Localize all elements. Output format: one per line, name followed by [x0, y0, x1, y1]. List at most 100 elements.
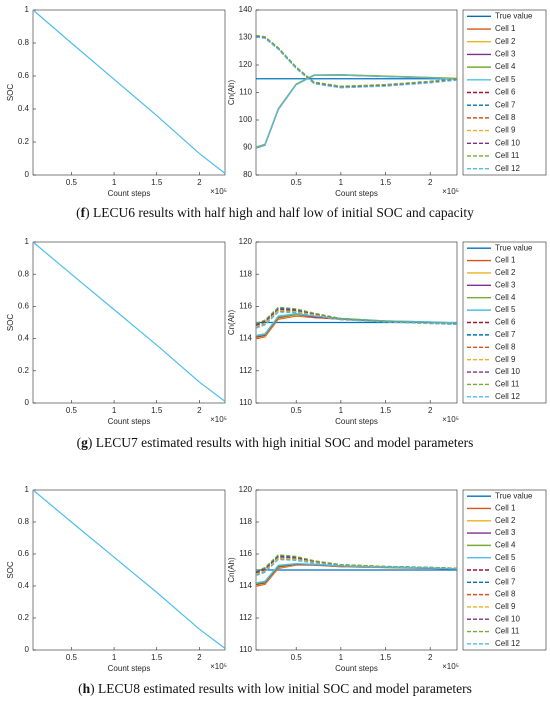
x-tick-label: 1	[339, 653, 344, 662]
legend-label: Cell 7	[495, 330, 516, 339]
x-tick-label: 1.5	[151, 653, 163, 662]
series-line	[255, 554, 458, 572]
legend-label: Cell 12	[495, 392, 520, 401]
x-tick-label: 2	[428, 178, 433, 187]
legend-label: Cell 7	[495, 100, 516, 109]
y-axis-label: SOC	[6, 84, 15, 102]
y-axis-label: Cn(Ah)	[227, 79, 236, 105]
legend-label: True value	[495, 243, 533, 252]
legend-label: Cell 6	[495, 318, 516, 327]
x-tick-label: 1.5	[380, 653, 392, 662]
x-exponent: ×10⁵	[210, 662, 227, 671]
caption: (g) LECU7 estimated results with high in…	[77, 435, 474, 450]
x-tick-label: 0.5	[291, 406, 303, 415]
y-axis-label: Cn(Ah)	[227, 557, 236, 583]
y-tick-label: 0.6	[18, 71, 30, 80]
y-tick-label: 120	[239, 237, 253, 246]
caption: (f) LECU6 results with half high and hal…	[76, 205, 474, 220]
x-tick-label: 2	[197, 653, 202, 662]
y-tick-label: 116	[239, 302, 252, 311]
x-tick-label: 1.5	[151, 406, 163, 415]
x-tick-label: 0.5	[66, 653, 78, 662]
series-line	[255, 74, 458, 149]
series-line	[32, 241, 226, 402]
legend-label: Cell 3	[495, 528, 516, 537]
x-axis-label: Count steps	[108, 417, 151, 426]
y-tick-label: 0	[25, 170, 30, 179]
y-tick-label: 0.4	[18, 104, 30, 113]
x-tick-label: 2	[428, 653, 433, 662]
legend-label: Cell 9	[495, 126, 516, 135]
legend-label: Cell 1	[495, 504, 516, 513]
y-tick-label: 114	[239, 334, 252, 343]
x-axis-label: Count steps	[335, 664, 378, 673]
x-exponent: ×10⁵	[442, 415, 459, 424]
series-line	[255, 36, 458, 89]
y-tick-label: 130	[239, 33, 253, 42]
legend-label: True value	[495, 11, 533, 20]
caption-part: g	[81, 435, 88, 450]
y-tick-label: 0.2	[18, 137, 30, 146]
x-tick-label: 1	[112, 406, 117, 415]
legend-label: Cell 5	[495, 305, 516, 314]
y-tick-label: 100	[239, 115, 253, 124]
y-tick-label: 1	[25, 5, 30, 14]
legend-label: Cell 11	[495, 380, 520, 389]
y-tick-label: 0.8	[18, 38, 30, 47]
y-tick-label: 0.2	[18, 613, 30, 622]
legend-label: Cell 4	[495, 62, 516, 71]
legend-label: Cell 10	[495, 367, 520, 376]
y-tick-label: 116	[239, 549, 252, 558]
series-line	[32, 9, 226, 174]
y-tick-label: 0	[25, 645, 30, 654]
caption: (h) LECU8 estimated results with low ini…	[78, 681, 472, 696]
series-line	[255, 311, 458, 329]
legend-label: Cell 1	[495, 24, 516, 33]
x-tick-label: 0.5	[291, 653, 303, 662]
series-line	[255, 558, 458, 577]
y-tick-label: 0.8	[18, 269, 30, 278]
caption-part: f	[81, 205, 86, 220]
x-exponent: ×10⁵	[210, 187, 227, 196]
legend-label: Cell 3	[495, 280, 516, 289]
y-tick-label: 0.6	[18, 549, 30, 558]
legend-label: Cell 1	[495, 256, 516, 265]
y-tick-label: 0.4	[18, 334, 30, 343]
legend-label: Cell 11	[495, 151, 520, 160]
y-tick-label: 0.8	[18, 517, 30, 526]
caption-part: h	[83, 681, 91, 696]
legend-label: Cell 2	[495, 268, 516, 277]
legend-label: Cell 9	[495, 602, 516, 611]
x-exponent: ×10⁵	[442, 662, 459, 671]
x-axis-label: Count steps	[108, 189, 151, 198]
legend-label: Cell 10	[495, 614, 520, 623]
caption-part: (	[78, 681, 83, 696]
caption-part: (	[76, 205, 81, 220]
y-tick-label: 0	[25, 398, 30, 407]
legend-label: Cell 11	[495, 627, 520, 636]
legend-label: Cell 10	[495, 138, 520, 147]
legend-label: Cell 2	[495, 37, 516, 46]
y-tick-label: 0.6	[18, 302, 30, 311]
y-tick-label: 120	[239, 60, 253, 69]
legend-label: Cell 12	[495, 164, 520, 173]
x-tick-label: 1.5	[151, 178, 163, 187]
x-tick-label: 1	[112, 653, 117, 662]
legend-label: Cell 5	[495, 553, 516, 562]
x-exponent: ×10⁵	[210, 415, 227, 424]
caption-part: ) LECU6 results with half high and half …	[85, 205, 474, 220]
plot-area	[255, 9, 458, 176]
legend-label: Cell 5	[495, 75, 516, 84]
y-tick-label: 110	[239, 398, 252, 407]
x-exponent: ×10⁵	[442, 187, 459, 196]
y-tick-label: 0.4	[18, 581, 30, 590]
series-line	[32, 489, 226, 649]
y-tick-label: 0.2	[18, 366, 30, 375]
x-tick-label: 2	[197, 178, 202, 187]
y-tick-label: 114	[239, 581, 252, 590]
x-tick-label: 1	[339, 406, 344, 415]
y-tick-label: 90	[243, 143, 252, 152]
legend-label: Cell 8	[495, 113, 516, 122]
x-tick-label: 2	[428, 406, 433, 415]
